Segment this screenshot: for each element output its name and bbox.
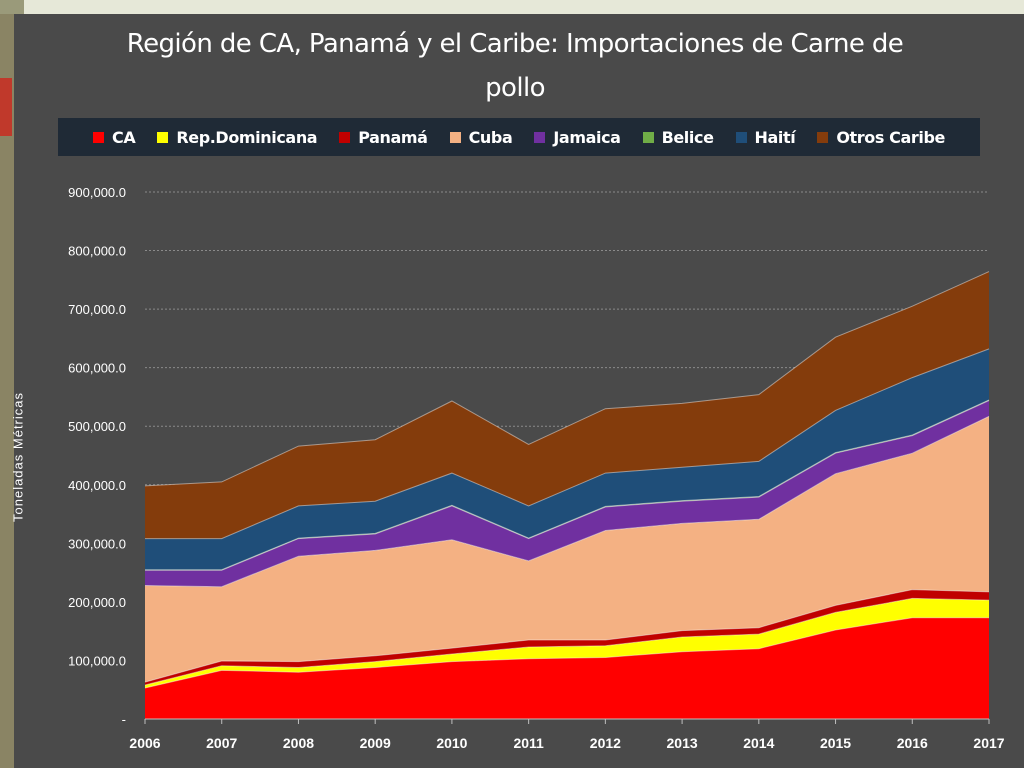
legend-swatch [93,131,104,143]
legend-label: Rep.Dominicana [176,127,318,147]
y-tick-label: 800,000.0 [68,244,126,259]
legend-label: Haití [754,127,796,147]
legend-label: Belice [661,127,714,147]
slide-top-corner [0,0,24,14]
x-tick-label: 2006 [129,735,160,751]
x-tick-label: 2009 [360,735,391,751]
y-tick-label: 400,000.0 [68,478,126,493]
legend-label: Otros Caribe [836,127,945,147]
area-rep-dominicana [145,598,989,688]
legend-item-belice: Belice [642,127,714,147]
outline-otros-caribe [144,271,990,487]
chart-title: Región de CA, Panamá y el Caribe: Import… [126,29,904,103]
y-tick-label: - [122,712,126,727]
legend-item-hait-: Haití [735,127,796,147]
outline-panam- [144,589,990,683]
y-tick-label: 600,000.0 [68,361,126,376]
area-panam- [145,589,989,685]
x-tick-label: 2016 [897,735,928,751]
area-series [145,271,989,719]
x-tick-label: 2010 [436,735,467,751]
legend-swatch [534,131,546,143]
outline-belice [145,399,990,571]
legend-item-ca: CA [93,127,136,147]
x-tick-label: 2015 [820,735,851,751]
series-outlines [144,271,990,689]
legend-swatch [735,131,747,143]
outline-hait- [145,348,990,540]
legend-swatch [642,131,654,143]
x-tick-label: 2014 [743,735,774,751]
legend-swatch [157,131,169,143]
chart-legend: CA Rep.Dominicana Panamá Cuba Jamaica Belice H… [58,118,980,156]
legend-label: Cuba [468,127,513,147]
x-tick-label: 2011 [513,735,544,751]
legend-swatch [339,131,351,143]
x-tick-label: 2012 [590,735,621,751]
y-tick-label: 100,000.0 [68,653,126,668]
y-tick-label: 300,000.0 [68,536,126,551]
y-tick-labels: - 100,000.0 200,000.0 300,000.0 400,000.0 500… [68,185,126,727]
slide-top-strip [0,0,1024,14]
area-otros-caribe [145,271,989,539]
y-tick-label: 700,000.0 [68,302,126,317]
legend-item-cuba: Cuba [449,127,513,147]
y-tick-label: 900,000.0 [68,185,126,200]
outline-rep-dominicana [144,597,990,686]
x-tick-label: 2017 [973,735,1004,751]
legend-item-rep-dominicana: Rep.Dominicana [157,127,318,147]
slide-left-strip [0,14,14,768]
x-tick-labels: 2006 2007 2008 2009 2010 2011 2012 2013 2014 2015… [129,735,1004,751]
legend-item-panam-: Panamá [339,127,428,147]
outline-cuba [144,415,990,588]
legend-label: Jamaica [553,127,621,147]
slide-accent-bar [0,78,12,136]
outline-ca [144,617,989,689]
area-jamaica [145,400,989,587]
y-tick-label: 200,000.0 [68,595,126,610]
legend-label: CA [112,127,136,147]
outline-jamaica [145,400,990,571]
area-cuba [145,416,989,683]
axes [144,718,990,724]
area-ca [145,617,989,719]
x-tick-label: 2013 [667,735,698,751]
y-tick-label: 500,000.0 [68,419,126,434]
legend-swatch [817,131,829,143]
area-hait- [145,348,989,570]
legend-item-otros-caribe: Otros Caribe [817,128,945,147]
x-tick-label: 2007 [206,735,237,751]
legend-item-jamaica: Jamaica [534,127,621,147]
y-axis-label: Toneladas Métricas [10,392,26,522]
legend-swatch [449,131,461,143]
legend-label: Panamá [358,127,428,147]
x-tick-label: 2008 [283,735,314,751]
